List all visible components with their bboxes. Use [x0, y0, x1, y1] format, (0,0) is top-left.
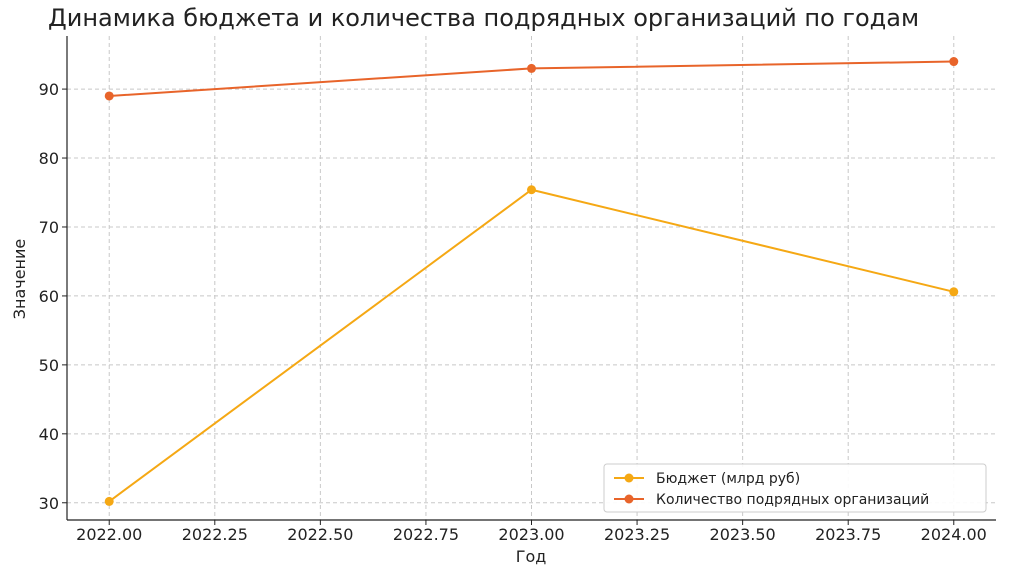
x-tick-label: 2022.25 [182, 525, 248, 544]
legend-swatch-marker [624, 494, 634, 504]
data-point [104, 91, 114, 101]
x-tick-label: 2023.75 [815, 525, 881, 544]
x-axis-label: Год [516, 547, 547, 566]
x-tick-label: 2023.50 [710, 525, 776, 544]
data-point [527, 185, 536, 195]
tick-labels: 2022.00 2022.25 2022.50 2022.75 2023.00 2023.… [39, 80, 987, 544]
x-tick-label: 2022.75 [393, 525, 459, 544]
legend-label: Бюджет (млрд руб) [656, 471, 800, 487]
data-point [949, 57, 959, 67]
x-tick-label: 2022.00 [76, 525, 142, 544]
series [104, 57, 959, 506]
grid [67, 36, 996, 520]
y-axis-label: Значение [10, 239, 29, 320]
data-point [104, 496, 114, 506]
y-tick-label: 60 [39, 287, 59, 306]
x-tick-label: 2023.00 [498, 525, 564, 544]
x-tick-label: 2022.50 [287, 525, 353, 544]
x-tick-label: 2024.00 [921, 525, 987, 544]
legend: Бюджет (млрд руб) Количество подрядных ор… [603, 463, 987, 513]
legend-swatch-marker [624, 473, 634, 483]
chart-title: Динамика бюджета и количества подрядных … [48, 4, 919, 32]
data-point [949, 287, 959, 297]
data-point [527, 63, 536, 73]
x-tick-label: 2023.25 [604, 525, 670, 544]
y-tick-label: 80 [39, 149, 59, 168]
y-tick-label: 50 [39, 356, 59, 375]
y-tick-label: 40 [39, 425, 59, 444]
legend-box [603, 463, 987, 513]
y-tick-label: 90 [39, 80, 59, 99]
y-tick-label: 30 [39, 494, 59, 513]
y-tick-label: 70 [39, 218, 59, 237]
axes [62, 36, 996, 525]
legend-label: Количество подрядных организаций [656, 492, 929, 508]
